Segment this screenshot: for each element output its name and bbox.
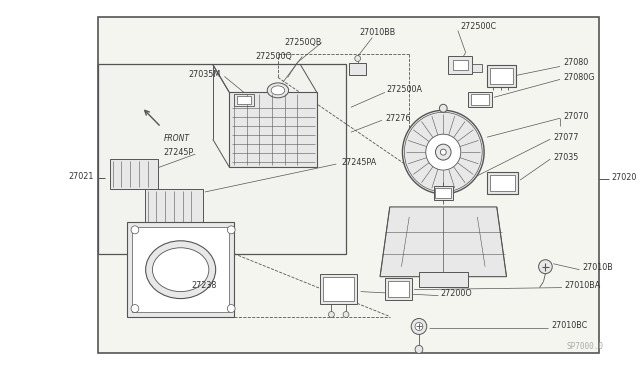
Bar [109,159,158,189]
Ellipse shape [146,241,216,299]
Circle shape [328,311,334,318]
Text: 27080: 27080 [563,58,588,67]
Circle shape [403,110,484,194]
Bar [435,188,451,198]
Circle shape [415,323,423,330]
Bar [385,278,412,299]
Bar [234,94,253,106]
Bar [388,280,409,296]
Bar [487,172,518,194]
Text: 27245P: 27245P [163,148,193,157]
Circle shape [440,149,446,155]
Bar [323,277,354,301]
Text: 27010BB: 27010BB [359,28,396,37]
Bar [490,175,515,191]
Circle shape [440,104,447,112]
Ellipse shape [152,248,209,292]
Circle shape [227,305,235,312]
Bar [237,96,251,104]
Bar [419,272,468,286]
Text: 272500A: 272500A [387,85,423,94]
Circle shape [440,192,447,200]
Text: 27035M: 27035M [188,70,221,79]
Ellipse shape [271,86,285,95]
Text: 27238: 27238 [191,281,216,290]
Text: 27010B: 27010B [582,263,613,272]
Bar [487,65,516,87]
Text: 27035: 27035 [553,153,579,161]
Text: 27080G: 27080G [563,73,595,82]
Bar [468,92,492,107]
Bar [320,274,356,304]
Polygon shape [380,207,506,277]
Text: 27070: 27070 [563,112,588,121]
Circle shape [435,144,451,160]
Bar [132,227,229,311]
Text: 27250QB: 27250QB [284,38,322,47]
Text: 27245PA: 27245PA [341,158,376,167]
Text: SP7000.0: SP7000.0 [567,342,604,351]
Circle shape [227,226,235,234]
Bar [433,186,453,200]
Bar [490,68,513,84]
Text: 27077: 27077 [553,133,579,142]
Bar [472,64,482,73]
Bar [98,64,346,254]
Bar [98,17,599,353]
Bar [127,222,234,317]
Circle shape [343,311,349,318]
Bar [470,94,489,105]
Circle shape [411,318,427,334]
Circle shape [415,346,423,353]
Text: 272500Q: 272500Q [255,52,292,61]
Circle shape [426,134,461,170]
Circle shape [539,260,552,274]
Text: 27010BA: 27010BA [565,281,601,290]
Bar [145,189,203,224]
Text: 272500C: 272500C [461,22,497,31]
Bar [453,61,468,70]
Text: 27010BC: 27010BC [551,321,588,330]
Text: FRONT: FRONT [164,134,190,143]
Bar [349,64,367,76]
Text: 27200O: 27200O [440,289,472,298]
Circle shape [131,226,139,234]
Text: 27020: 27020 [612,173,637,182]
Circle shape [355,55,360,61]
Bar [229,92,317,167]
Text: 27021: 27021 [68,171,94,180]
Text: 27276: 27276 [385,114,410,123]
Circle shape [131,305,139,312]
Ellipse shape [268,83,289,98]
Bar [448,57,472,74]
